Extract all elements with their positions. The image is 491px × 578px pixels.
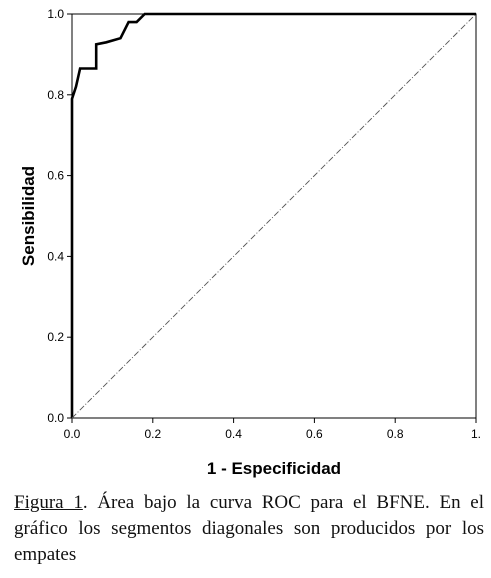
y-tick-label: 1.0 (47, 7, 64, 21)
x-axis-title: 1 - Especificidad (207, 459, 341, 478)
x-tick-label: 0.8 (387, 427, 404, 441)
roc-curve-line (70, 12, 476, 418)
figure-caption: Figura 1. Área bajo la curva ROC para el… (14, 490, 484, 568)
x-tick-label: 1. (471, 427, 481, 441)
y-tick-label: 0.2 (47, 330, 64, 344)
figure-caption-text: . Área bajo la curva ROC para el BFNE. E… (14, 492, 485, 565)
roc-chart: 0.0 0.2 0.4 0.6 0.8 1. 0.0 0.2 0.4 0.6 0.8 1.0 1 - … (19, 7, 481, 478)
y-axis-title: Sensibilidad (19, 166, 38, 266)
y-tick-label: 0.8 (47, 88, 64, 102)
x-tick-label: 0.4 (225, 427, 242, 441)
y-tick-label: 0.6 (47, 169, 64, 183)
y-tick-label: 0.0 (47, 411, 64, 425)
y-tick-label: 0.4 (47, 249, 64, 263)
figure-caption-label: Figura 1 (14, 492, 83, 513)
reference-diagonal-line (71, 13, 477, 419)
x-tick-label: 0.0 (64, 427, 81, 441)
x-tick-label: 0.2 (144, 427, 161, 441)
x-tick-label: 0.6 (306, 427, 323, 441)
